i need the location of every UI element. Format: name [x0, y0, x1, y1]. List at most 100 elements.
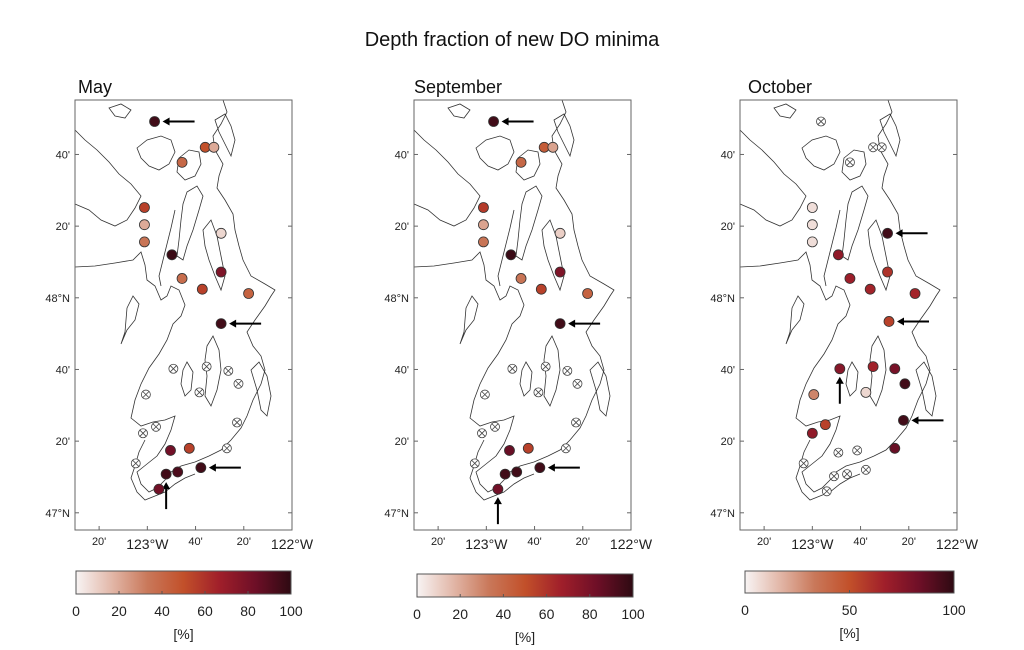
- station-no-data-marker: [140, 389, 151, 400]
- station-marker: [582, 288, 594, 299]
- station-no-data-marker: [533, 387, 544, 398]
- station-no-data-marker: [490, 421, 500, 432]
- station-no-data-marker: [560, 443, 571, 454]
- lat-tick-label: 20': [721, 436, 735, 448]
- station-no-data-marker: [876, 142, 887, 153]
- coastline: [413, 99, 615, 501]
- station-marker: [806, 202, 818, 213]
- station-marker: [488, 116, 499, 127]
- station-no-data-marker: [572, 378, 583, 389]
- colorbar: 0 20 40 60 80 100 [%]: [413, 573, 645, 645]
- lon-tick-label: 20': [431, 536, 445, 548]
- station-marker: [153, 483, 165, 495]
- station-no-data-marker: [194, 387, 205, 398]
- station-marker: [889, 363, 901, 375]
- station-marker: [832, 249, 844, 261]
- coastline: [739, 99, 941, 501]
- lat-tick-label: 48°N: [710, 293, 735, 305]
- station-no-data-marker: [233, 378, 244, 389]
- lat-tick-label: 40': [721, 149, 735, 161]
- colorbar-unit-label: [%]: [839, 625, 859, 641]
- station-no-data-marker: [479, 389, 490, 400]
- lat-tick-label: 48°N: [45, 293, 70, 305]
- station-no-data-marker: [232, 417, 242, 428]
- station-no-data-marker: [571, 417, 581, 428]
- station-marker: [478, 202, 489, 213]
- station-marker: [243, 288, 255, 299]
- lon-tick-label: 20': [576, 536, 590, 548]
- lat-tick-label: 20': [56, 221, 70, 233]
- lon-tick-label: 20': [92, 536, 106, 548]
- panel-title: September: [414, 77, 502, 97]
- arrow-left-icon: [895, 229, 928, 238]
- station-no-data-marker: [469, 458, 480, 469]
- station-no-data-marker: [223, 365, 234, 376]
- colorbar-tick-label: 80: [582, 606, 598, 622]
- station-no-data-marker: [138, 428, 148, 439]
- map-area: 20' 123°W 40' 20' 122°W 40' 20' 48°N 40' 20' 47°N: [710, 99, 979, 552]
- lat-tick-label: 40': [56, 364, 70, 376]
- station-no-data-marker: [829, 471, 839, 482]
- station-marker: [139, 202, 150, 213]
- station-marker: [165, 445, 176, 456]
- station-marker: [166, 249, 178, 261]
- lat-tick-label: 40': [721, 364, 735, 376]
- station-marker: [834, 363, 846, 375]
- station-marker: [176, 273, 188, 284]
- station-marker: [522, 442, 534, 454]
- station-marker: [515, 156, 527, 168]
- station-marker: [882, 227, 893, 239]
- lat-tick-label: 40': [395, 364, 409, 376]
- station-marker: [808, 389, 820, 400]
- arrow-left-icon: [501, 117, 534, 126]
- colorbar-unit-label: [%]: [173, 626, 193, 642]
- arrow-up-icon: [835, 376, 844, 404]
- station-no-data-marker: [816, 116, 826, 127]
- station-marker: [554, 318, 566, 330]
- lat-tick-label: 47°N: [45, 508, 70, 520]
- colorbar-unit-label: [%]: [515, 629, 535, 645]
- map-frame: [739, 99, 958, 531]
- arrow-left-icon: [897, 317, 930, 326]
- station-marker: [554, 266, 566, 278]
- colorbar-tick-label: 0: [413, 606, 421, 622]
- station-marker: [215, 227, 227, 239]
- station-no-data-marker: [540, 361, 551, 372]
- station-marker: [864, 283, 876, 295]
- arrow-left-icon: [229, 319, 262, 328]
- lon-tick-label: 122°W: [610, 536, 653, 552]
- station-marker: [899, 378, 911, 390]
- station-marker: [554, 227, 566, 239]
- map-panel-may: May 20' 123°W 40' 20' 122°W 40' 20' 48°N 40' 20' 47…: [45, 77, 313, 642]
- map-frame: [74, 99, 293, 531]
- lat-tick-label: 20': [721, 221, 735, 233]
- panel-title: May: [78, 77, 112, 97]
- station-no-data-marker: [130, 458, 141, 469]
- lon-tick-label: 40': [188, 536, 202, 548]
- lat-tick-label: 48°N: [384, 293, 409, 305]
- station-marker: [844, 273, 856, 284]
- colorbar-tick-label: 50: [842, 602, 858, 618]
- station-marker: [504, 445, 515, 456]
- station-no-data-marker: [507, 363, 518, 374]
- lat-tick-label: 47°N: [710, 508, 735, 520]
- station-marker: [860, 386, 872, 398]
- colorbar-tick-label: 100: [279, 603, 303, 619]
- station-marker: [215, 266, 227, 278]
- station-marker: [505, 249, 517, 261]
- station-marker: [195, 462, 207, 474]
- station-marker: [215, 318, 227, 330]
- station-marker: [882, 266, 893, 278]
- colorbar-tick-label: 60: [539, 606, 555, 622]
- colorbar-tick-label: 100: [621, 606, 645, 622]
- station-marker: [883, 316, 895, 327]
- arrow-left-icon: [162, 117, 195, 126]
- station-no-data-marker: [868, 142, 878, 153]
- colorbar: 0 20 40 60 80 100 [%]: [72, 570, 303, 642]
- station-marker: [806, 427, 818, 439]
- station-marker: [909, 288, 921, 299]
- arrow-left-icon: [911, 416, 944, 425]
- colorbar-tick-label: 0: [741, 602, 749, 618]
- lon-tick-label: 20': [237, 536, 251, 548]
- station-no-data-marker: [852, 445, 863, 456]
